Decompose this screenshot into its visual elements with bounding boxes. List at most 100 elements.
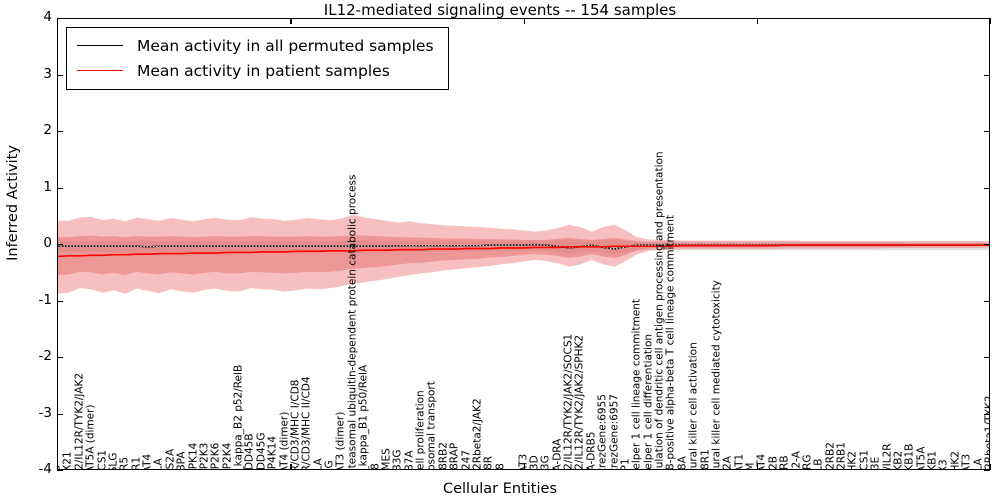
x-axis-category-label: HLA-DRB5 xyxy=(585,431,598,470)
x-axis-category-label: CCR5 xyxy=(119,456,131,469)
y-axis-tick-label: 4 xyxy=(43,9,52,25)
x-axis-category-label: IL12/IL12R/TYK2/JAK2/SPHK2 xyxy=(573,334,586,470)
y-axis-tick-mark xyxy=(57,187,63,189)
x-axis-category-label: IL18R xyxy=(483,455,495,469)
x-axis-category-label: natural killer cell activation xyxy=(687,341,700,470)
x-axis-tick-mark xyxy=(990,18,992,24)
x-axis-category-label: CD8A xyxy=(676,456,688,469)
y-axis-tick-label: 3 xyxy=(43,65,52,82)
x-axis-category-label: MAP2K6 xyxy=(209,442,222,470)
x-axis-category-label: IL6 xyxy=(507,469,518,470)
x-axis-tick-mark xyxy=(990,464,992,470)
x-axis-category-label: RAB7A xyxy=(403,449,416,470)
x-axis-tick-mark xyxy=(523,18,525,24)
x-axis-category-label: IL12/IL12R/TYK2/JAK2 xyxy=(73,372,86,470)
x-axis-tick-mark xyxy=(57,464,59,470)
legend-swatch-line-black xyxy=(77,45,123,46)
x-axis-category-label: NFKB2 xyxy=(892,450,905,470)
x-axis-category-label: TBX21 xyxy=(61,450,74,470)
x-axis-category-label: CD3G xyxy=(539,454,552,470)
x-axis-category-label: NF_kappa_B1 p50/RelA xyxy=(357,364,370,470)
x-axis-category-label: STAT4 xyxy=(141,453,154,470)
x-axis-category-label: RELA xyxy=(312,458,324,469)
x-axis-category-label: RAP1 xyxy=(619,458,631,469)
y-axis-tick-mark xyxy=(984,18,990,20)
y-axis-tick-label: 2 xyxy=(43,122,52,138)
x-axis-category-label: natural killer cell mediated cytotoxicit… xyxy=(710,279,723,470)
x-axis-category-label: T-helper 1 cell lineage commitment xyxy=(630,298,643,470)
x-axis-category-label: SOCS1 xyxy=(858,449,871,470)
y-axis-tick-mark xyxy=(57,244,63,246)
x-axis-category-label: IL18RAP xyxy=(448,442,461,470)
y-axis-tick-label: 0 xyxy=(43,235,52,251)
x-axis-category-label: STAT3 (dimer) xyxy=(334,411,347,470)
x-axis-category-label: IL12B xyxy=(767,455,779,469)
x-axis-tick-mark xyxy=(290,464,292,470)
x-axis-category-label: lysosomal transport xyxy=(425,380,438,470)
legend-swatch-line-red xyxy=(77,70,123,71)
x-axis-category-label: EOMES xyxy=(380,447,393,470)
x-axis-tick-mark xyxy=(290,18,292,24)
x-axis-category-label: STAT1 xyxy=(733,453,746,470)
x-axis-category-label: CCR1 xyxy=(130,456,142,469)
plot-svg xyxy=(58,214,989,294)
y-axis-tick-label: -2 xyxy=(38,348,52,364)
x-axis-category-label: CD8-positive alpha-beta T cell lineage c… xyxy=(664,214,677,470)
x-axis-category-label: MAP4K14 xyxy=(266,435,279,470)
x-axis-category-label: NFKB1B xyxy=(903,443,916,470)
x-axis-category-label: STAT5A xyxy=(915,446,928,470)
page-title: IL12-mediated signaling events -- 154 sa… xyxy=(323,1,677,19)
y-axis-tick-mark xyxy=(984,470,990,472)
x-axis-category-label: CEBPA xyxy=(175,450,188,470)
x-axis-category-label: HLA-DRA xyxy=(551,438,564,470)
x-axis-category-label: RELA xyxy=(972,458,984,469)
y-axis-tick-mark xyxy=(984,131,990,133)
legend-item-permuted: Mean activity in all permuted samples xyxy=(77,33,434,58)
x-axis-category-label: IFNG xyxy=(324,460,336,469)
y-axis-tick-mark xyxy=(984,413,990,415)
x-axis-category-label: RAB3G xyxy=(391,448,404,470)
x-axis-category-label: RELA xyxy=(153,458,165,469)
x-axis-category-label: EntrezGene:6957 xyxy=(608,393,621,470)
x-axis-category-label: IL2RG xyxy=(801,453,814,470)
y-axis-tick-mark xyxy=(984,300,990,302)
x-axis-category-label: CD3D xyxy=(528,454,541,470)
y-axis-tick-mark xyxy=(984,244,990,246)
x-axis-category-label: IL12RB1 xyxy=(835,441,848,470)
x-axis-category-label: CD3E xyxy=(870,456,882,469)
x-axis-category-label: proteasomal ubiquitin-dependent protein … xyxy=(346,174,359,470)
x-axis-tick-mark xyxy=(756,464,759,470)
band-1 xyxy=(58,214,989,294)
x-axis-category-label: TCR/CD3/MHC II/CD4 xyxy=(300,375,313,470)
x-axis-category-label: IL12RB2 xyxy=(824,441,837,470)
x-axis-category-label: IL18RB2 xyxy=(437,441,450,470)
x-axis-category-label: B2M xyxy=(745,462,757,469)
x-axis-tick-mark xyxy=(523,464,525,470)
legend-label-patient: Mean activity in patient samples xyxy=(137,61,390,80)
x-axis-category-label: NOS2A xyxy=(164,448,177,470)
x-axis-category-label: SOCS1 xyxy=(96,449,108,470)
x-axis-category-label: FASLG xyxy=(107,452,120,470)
y-axis-tick-mark xyxy=(57,470,63,472)
x-axis-category-label: STAT5A (dimer) xyxy=(84,403,97,470)
x-axis-category-label: CD247 xyxy=(460,449,473,470)
x-axis-category-label: RELB xyxy=(813,458,825,469)
y-axis-tick-mark xyxy=(57,357,63,359)
y-axis-tick-mark xyxy=(57,18,63,20)
x-axis-category-label: IL12A xyxy=(722,456,734,470)
x-axis-category-label: SPHK2 xyxy=(846,450,859,470)
x-axis-category-label: TLX3 xyxy=(938,459,950,469)
x-axis-category-label: IL18 xyxy=(494,463,506,469)
x-axis-label: Cellular Entities xyxy=(442,481,558,497)
x-axis-category-label: GADD45G xyxy=(255,432,268,470)
y-axis-tick-mark xyxy=(57,131,63,133)
x-axis-category-label: EntrezGene:6955 xyxy=(596,393,609,470)
x-axis-tick-mark xyxy=(57,18,59,24)
x-axis-category-label: IL12Rbeta2/JAK2 xyxy=(471,397,484,470)
y-axis-tick-mark xyxy=(57,300,63,302)
y-axis-tick-label: 1 xyxy=(43,178,52,195)
y-axis-tick-mark xyxy=(984,74,990,76)
x-axis-category-label: STAT4 (dimer) xyxy=(278,411,291,470)
chart-legend: Mean activity in all permuted samples Me… xyxy=(66,27,449,90)
x-axis-category-label: MAP2K4 xyxy=(221,442,234,470)
